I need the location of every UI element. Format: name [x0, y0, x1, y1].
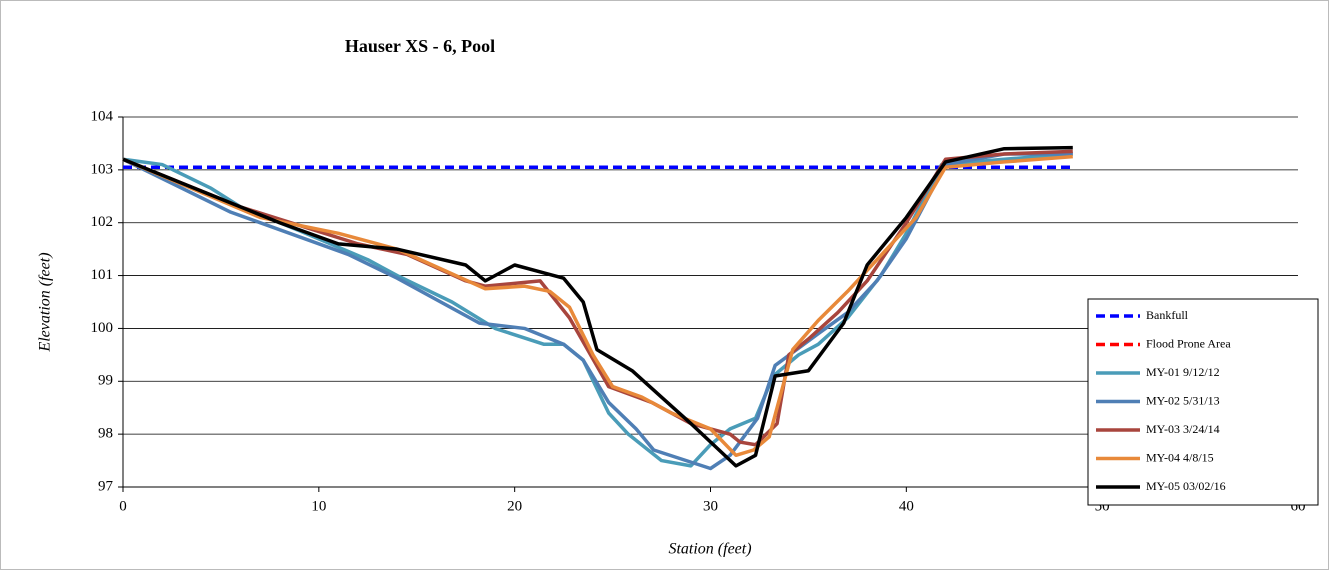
- chart-title: Hauser XS - 6, Pool: [345, 36, 495, 56]
- x-tick-label: 30: [703, 498, 718, 514]
- y-tick-label: 104: [91, 108, 114, 124]
- y-axis-label: Elevation (feet): [37, 252, 54, 352]
- series-line: [122, 154, 1073, 458]
- legend-label: Bankfull: [1146, 308, 1189, 322]
- legend-label: MY-01 9/12/12: [1146, 365, 1220, 379]
- legend-label: Flood Prone Area: [1146, 336, 1231, 350]
- legend-label: MY-02 5/31/13: [1146, 393, 1220, 407]
- x-tick-label: 0: [119, 498, 127, 514]
- legend-label: MY-03 3/24/14: [1146, 422, 1220, 436]
- x-tick-label: 20: [507, 498, 522, 514]
- y-tick-label: 100: [91, 320, 114, 336]
- y-tick-label: 102: [91, 214, 114, 230]
- y-tick-label: 99: [98, 373, 113, 389]
- y-tick-label: 98: [98, 426, 113, 442]
- x-axis-label: Station (feet): [668, 541, 751, 558]
- y-tick-label: 101: [91, 267, 114, 283]
- series-line: [122, 152, 1073, 471]
- x-tick-label: 10: [311, 498, 326, 514]
- y-tick-label: 97: [98, 478, 114, 494]
- legend-label: MY-05 03/02/16: [1146, 479, 1226, 493]
- y-tick-label: 103: [91, 161, 114, 177]
- x-tick-label: 40: [899, 498, 914, 514]
- series-line: [122, 145, 1073, 468]
- legend-label: MY-04 4/8/15: [1146, 450, 1214, 464]
